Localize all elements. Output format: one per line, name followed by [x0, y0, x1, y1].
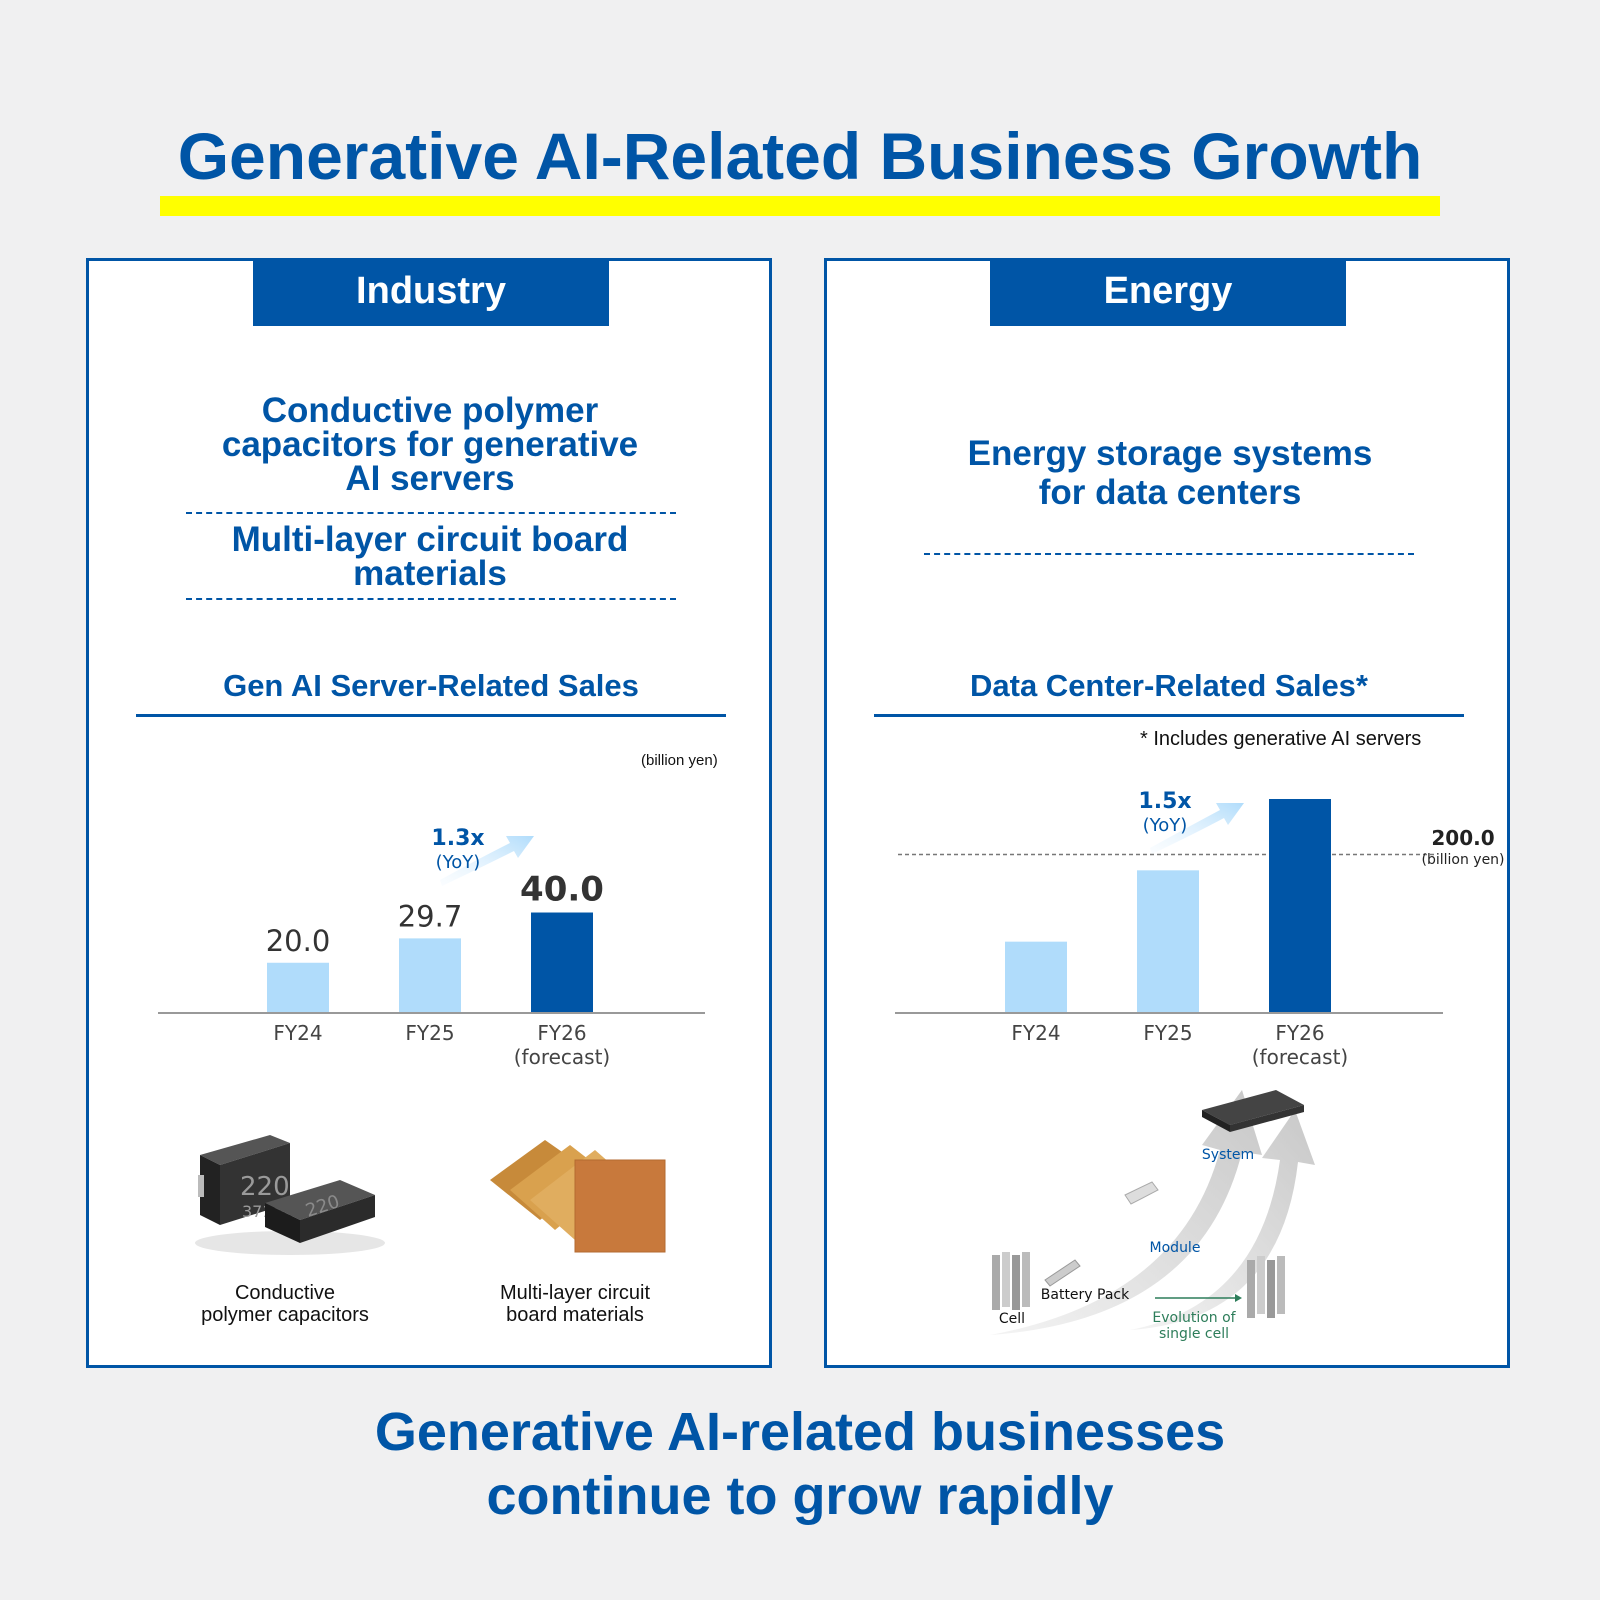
bar-2 — [1269, 799, 1331, 1013]
bar-value-label: 29.7 — [398, 899, 463, 933]
x-tick-label: (forecast) — [1252, 1045, 1348, 1069]
bar-1 — [399, 938, 461, 1013]
footer-line: Generative AI-related businesses — [374, 1402, 1226, 1462]
x-tick-label: FY26 — [1275, 1021, 1324, 1045]
energy-chart-rule — [874, 714, 1464, 717]
energy-panel — [824, 258, 1510, 1368]
dotted-divider — [186, 598, 676, 600]
headline-line: for data centers — [1038, 473, 1302, 512]
energy-chart-title: Data Center-Related Sales* — [970, 668, 1368, 703]
bar-0 — [1005, 941, 1067, 1013]
title-underline — [160, 196, 1440, 216]
dotted-divider — [924, 553, 1414, 555]
headline-line: materials — [353, 554, 507, 593]
headline-line: AI servers — [345, 459, 515, 498]
caption-line: Conductive — [234, 1282, 336, 1304]
label-system: System — [1202, 1147, 1254, 1163]
bar-2 — [531, 912, 593, 1013]
energy-headline: Energy storage systems for data centers — [880, 434, 1460, 512]
energy-sales-chart: FY24 FY25 FY26(forecast) 1.5x (YoY) 200.0 … — [895, 789, 1505, 1069]
caption-capacitors: Conductive polymer capacitors — [170, 1282, 400, 1326]
x-tick-label: FY25 — [405, 1021, 454, 1045]
growth-label: (YoY) — [436, 852, 481, 873]
x-tick-label: FY26 — [537, 1021, 586, 1045]
battery-pack-icon — [1044, 1259, 1081, 1287]
circuit-board-image — [490, 1140, 666, 1253]
headline-line: Multi-layer circuit board — [231, 520, 629, 559]
x-tick-label: (forecast) — [514, 1045, 610, 1069]
label-module: Module — [1150, 1240, 1201, 1256]
caption-circuit-boards: Multi-layer circuit board materials — [460, 1282, 690, 1326]
label-evolution: single cell — [1159, 1326, 1229, 1342]
reference-unit: (billion yen) — [1421, 852, 1504, 868]
caption-line: polymer capacitors — [201, 1304, 369, 1326]
industry-headline-capacitors: Conductive polymer capacitors for genera… — [150, 391, 710, 498]
headline-line: Energy storage systems — [967, 434, 1373, 473]
label-cell: Cell — [999, 1311, 1025, 1327]
dotted-divider — [186, 512, 676, 514]
capacitor-image: 220 371ud 220 — [195, 1135, 385, 1255]
bar-1 — [1137, 870, 1199, 1013]
footer-message: Generative AI-related businesses continu… — [0, 1400, 1600, 1528]
growth-curve-arrow-icon — [1130, 1110, 1315, 1330]
module-icon — [1124, 1181, 1159, 1205]
advanced-cell-icon — [1247, 1256, 1285, 1318]
label-battery-pack: Battery Pack — [1041, 1287, 1130, 1303]
growth-arrow-icon — [1150, 803, 1244, 854]
headline-line: Conductive polymer — [261, 391, 599, 430]
energy-footnote: * Includes generative AI servers — [1140, 728, 1422, 750]
tab-industry: Industry — [253, 258, 609, 326]
industry-chart-rule — [136, 714, 726, 717]
x-tick-label: FY24 — [273, 1021, 322, 1045]
industry-chart-title: Gen AI Server-Related Sales — [223, 668, 639, 703]
system-rack-icon — [1202, 1090, 1304, 1125]
bar-value-label: 20.0 — [266, 924, 331, 958]
footer-line: continue to grow rapidly — [486, 1466, 1114, 1526]
bar-0 — [267, 962, 329, 1013]
page-title: Generative AI-Related Business Growth — [177, 119, 1423, 193]
growth-value: 1.3x — [431, 826, 484, 851]
reference-value: 200.0 — [1431, 826, 1494, 850]
bar-value-label: 40.0 — [520, 870, 604, 910]
growth-arrow-icon — [440, 836, 534, 886]
growth-label: (YoY) — [1143, 815, 1188, 836]
headline-line: capacitors for generative — [221, 425, 639, 464]
x-tick-label: FY24 — [1011, 1021, 1060, 1045]
industry-headline-boards: Multi-layer circuit board materials — [150, 520, 710, 593]
capacitor-marking: 220 — [240, 1172, 290, 1202]
x-tick-label: FY25 — [1143, 1021, 1192, 1045]
caption-line: board materials — [506, 1304, 644, 1326]
tab-energy: Energy — [990, 258, 1346, 326]
cell-icon — [992, 1252, 1030, 1310]
industry-unit-label: (billion yen) — [641, 752, 718, 769]
label-evolution: Evolution of — [1152, 1310, 1236, 1326]
caption-line: Multi-layer circuit — [499, 1282, 651, 1304]
growth-value: 1.5x — [1138, 789, 1191, 814]
battery-evolution-diagram: System Module Battery Pack Cell Evolutio… — [990, 1090, 1315, 1342]
